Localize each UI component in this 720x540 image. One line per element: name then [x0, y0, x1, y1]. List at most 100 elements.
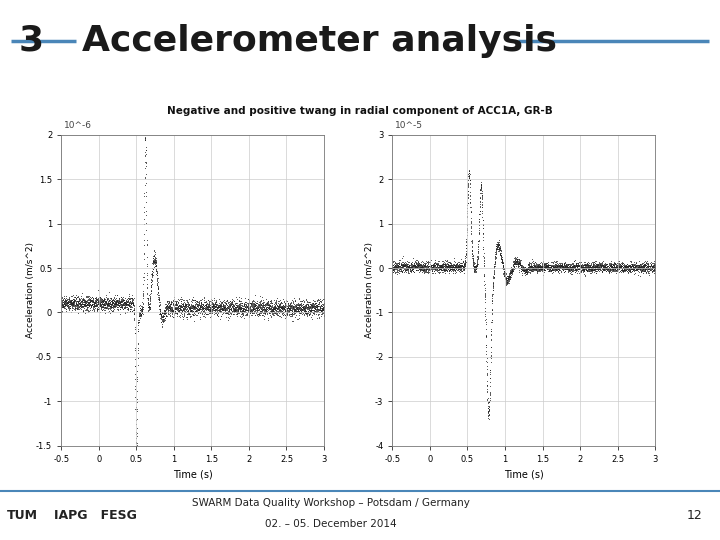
Point — [482, 399, 493, 407]
Point — [431, 260, 442, 269]
Point — [58, 303, 69, 312]
Point — [468, 258, 480, 266]
Point — [81, 300, 92, 308]
Point — [85, 298, 96, 307]
Point — [518, 265, 529, 274]
Point — [186, 306, 198, 315]
Point — [521, 269, 533, 278]
Point — [79, 309, 91, 318]
Point — [90, 296, 102, 305]
Point — [621, 264, 633, 273]
Point — [460, 250, 472, 259]
Point — [552, 261, 564, 270]
Point — [581, 267, 593, 275]
Point — [271, 305, 283, 313]
Point — [256, 296, 267, 305]
Point — [153, 295, 164, 304]
Point — [560, 261, 572, 270]
Point — [316, 304, 328, 313]
Point — [170, 301, 181, 309]
Point — [405, 267, 417, 275]
Point — [284, 302, 296, 311]
Point — [390, 264, 402, 273]
Point — [392, 259, 404, 267]
Point — [431, 261, 442, 270]
Point — [307, 295, 319, 304]
Point — [312, 299, 323, 308]
Point — [146, 267, 158, 276]
Point — [101, 300, 112, 309]
Point — [220, 305, 232, 313]
Point — [430, 260, 441, 268]
Point — [412, 262, 423, 271]
Point — [598, 264, 609, 273]
Point — [259, 300, 271, 309]
Point — [96, 298, 108, 307]
Point — [529, 261, 541, 270]
Point — [278, 310, 289, 319]
Point — [120, 299, 132, 307]
Point — [433, 262, 444, 271]
Point — [130, 449, 142, 458]
Point — [438, 261, 449, 270]
Point — [284, 306, 295, 315]
Point — [287, 309, 298, 318]
Point — [481, 377, 492, 386]
Point — [296, 306, 307, 314]
Point — [453, 263, 464, 272]
Point — [576, 264, 588, 273]
Point — [410, 261, 421, 269]
Point — [426, 263, 438, 272]
Point — [234, 296, 246, 305]
Point — [557, 266, 569, 274]
Point — [165, 307, 176, 316]
Point — [246, 302, 257, 310]
Point — [304, 302, 315, 310]
Point — [583, 264, 595, 273]
Point — [649, 264, 661, 272]
Point — [257, 304, 269, 313]
Point — [264, 305, 275, 314]
Point — [423, 264, 435, 273]
Point — [399, 261, 410, 269]
Point — [430, 264, 441, 273]
Point — [603, 266, 614, 274]
Point — [282, 303, 294, 312]
Point — [531, 265, 542, 274]
Point — [94, 296, 105, 305]
Point — [264, 304, 275, 313]
Point — [269, 306, 281, 314]
Point — [125, 293, 136, 302]
Point — [469, 265, 480, 273]
Point — [553, 264, 564, 272]
Point — [297, 295, 309, 304]
Point — [199, 301, 211, 310]
Point — [399, 260, 410, 268]
Point — [181, 313, 192, 321]
Point — [423, 266, 435, 275]
Point — [138, 299, 149, 308]
Point — [547, 264, 559, 272]
Point — [487, 297, 498, 306]
Point — [504, 269, 516, 278]
Point — [268, 303, 279, 312]
Point — [459, 255, 471, 264]
Point — [425, 256, 436, 265]
Point — [647, 265, 658, 273]
Point — [296, 305, 307, 314]
Point — [251, 302, 263, 311]
Point — [217, 306, 229, 315]
Point — [593, 262, 604, 271]
Point — [626, 262, 638, 271]
Point — [412, 260, 423, 269]
Point — [495, 253, 507, 262]
Point — [164, 304, 176, 313]
Point — [211, 300, 222, 309]
Point — [86, 302, 97, 311]
Point — [545, 266, 557, 274]
Point — [425, 262, 436, 271]
Point — [600, 262, 611, 271]
Point — [392, 259, 404, 268]
Point — [168, 305, 180, 313]
Point — [235, 302, 246, 311]
